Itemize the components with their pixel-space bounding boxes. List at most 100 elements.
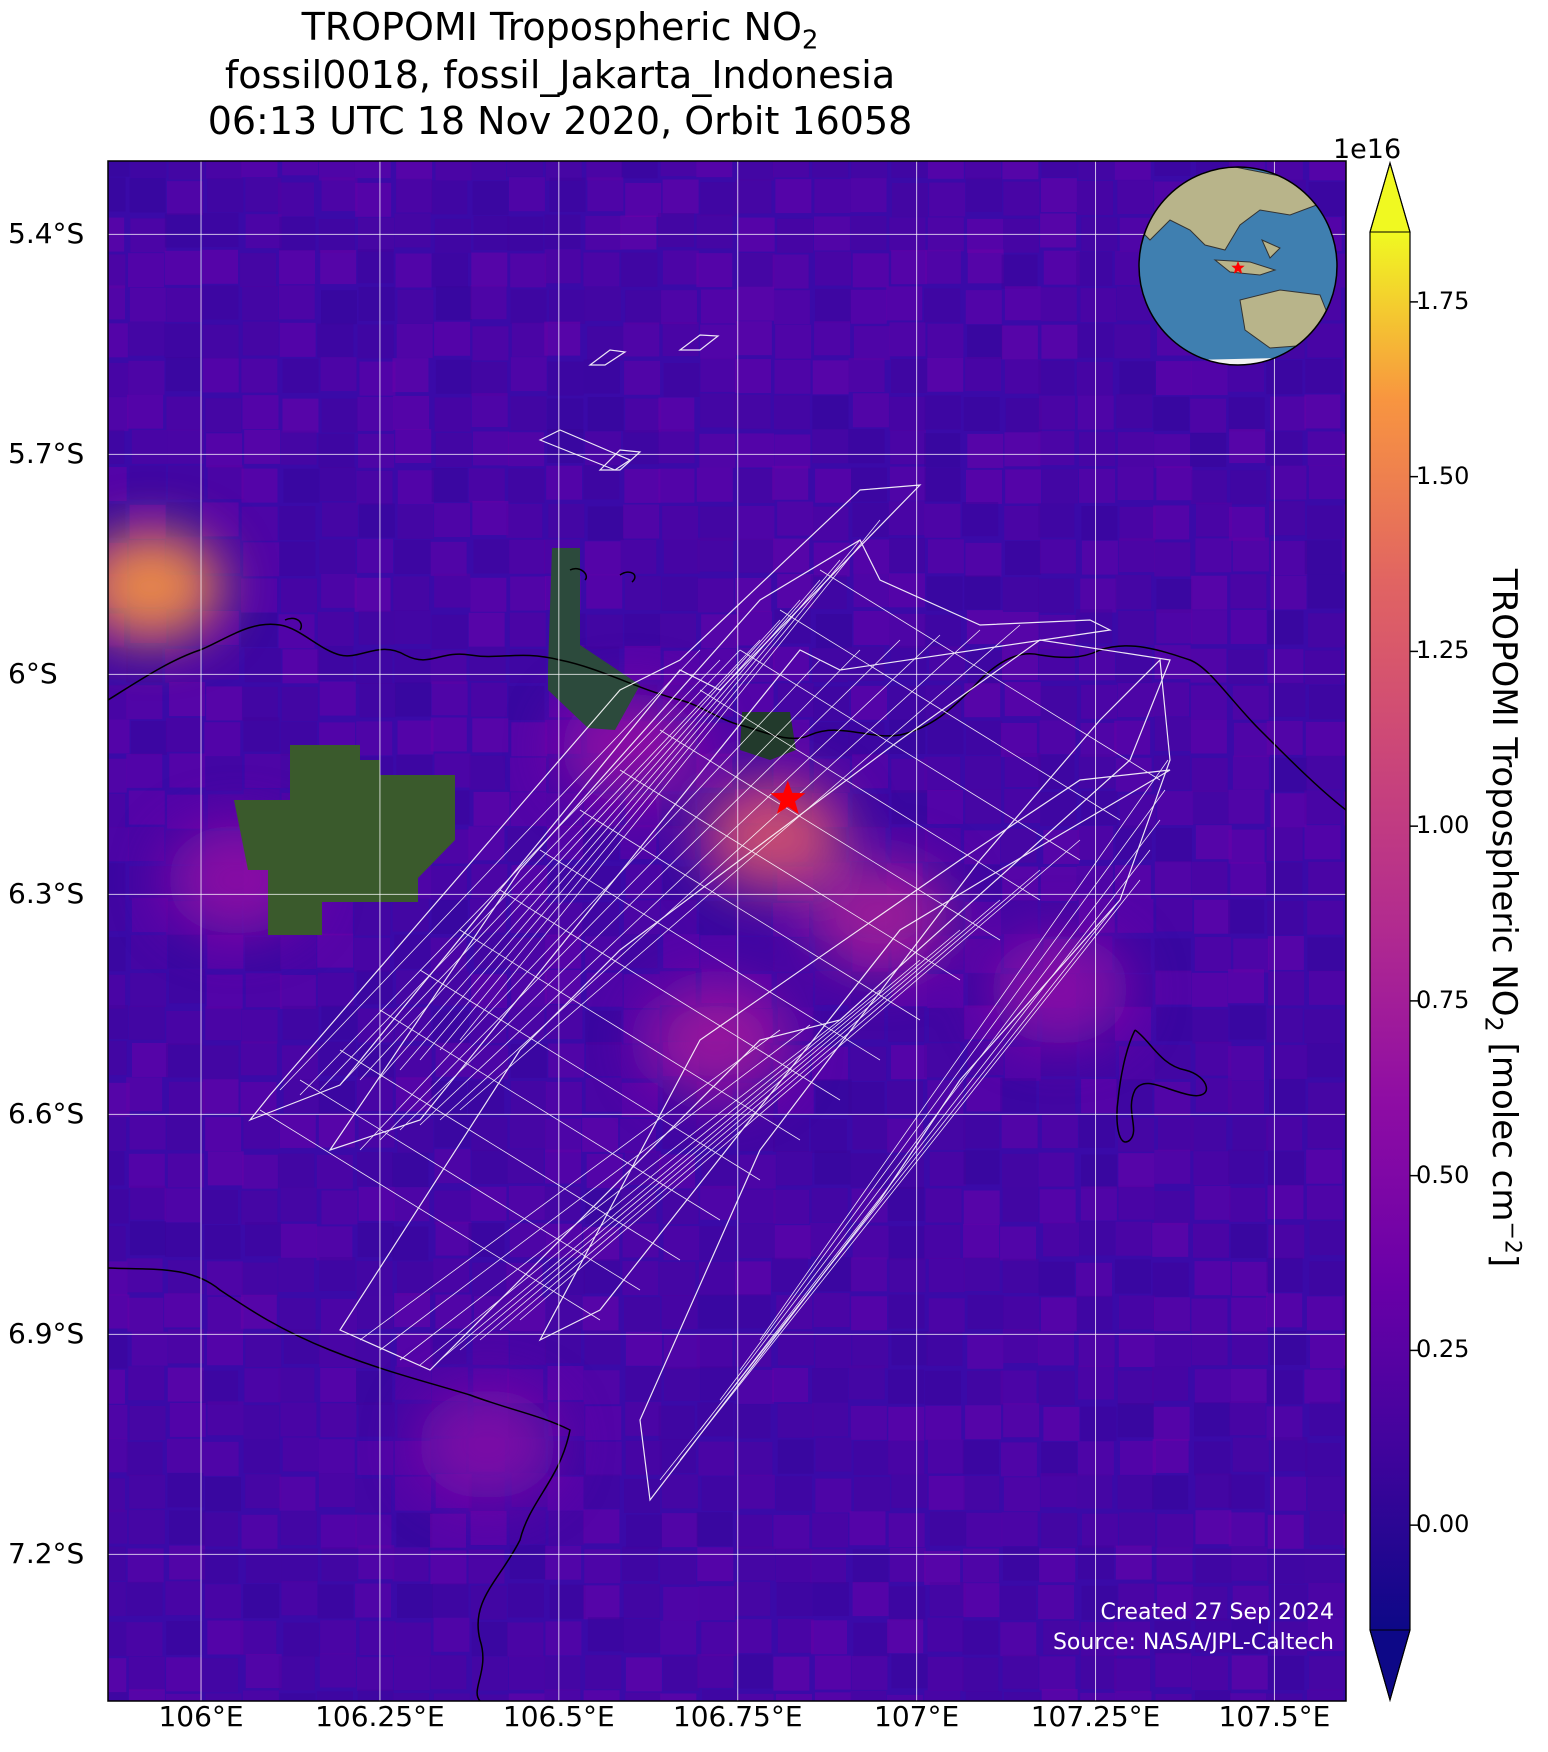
no2-pixel <box>108 1478 125 1513</box>
no2-pixel <box>1309 1334 1346 1369</box>
no2-pixel <box>1304 650 1341 685</box>
no2-pixel <box>432 971 469 1006</box>
no2-pixel <box>432 1010 469 1045</box>
no2-pixel <box>279 974 316 1009</box>
no2-pixel <box>318 1473 355 1508</box>
no2-pixel <box>775 324 812 359</box>
no2-pixel <box>1344 504 1346 539</box>
no2-pixel <box>1080 1655 1117 1690</box>
no2-pixel <box>965 161 1002 180</box>
no2-pixel <box>1304 1009 1341 1044</box>
no2-pixel <box>317 646 354 681</box>
no2-pixel <box>283 468 320 503</box>
no2-pixel <box>169 1545 206 1580</box>
no2-pixel <box>1266 1406 1303 1441</box>
no2-pixel <box>468 1549 505 1584</box>
no2-pixel <box>697 578 734 613</box>
credit-source: Source: NASA/JPL-Caltech <box>1052 1630 1334 1655</box>
no2-pixel <box>852 793 889 828</box>
no2-pixel <box>205 756 242 791</box>
no2-pixel <box>1080 578 1117 613</box>
no2-pixel <box>1041 161 1078 178</box>
no2-pixel <box>128 1153 165 1188</box>
no2-pixel <box>472 501 509 536</box>
no2-pixel <box>508 1693 545 1701</box>
no2-pixel <box>393 1187 430 1222</box>
no2-pixel <box>392 897 429 932</box>
no2-pixel <box>699 433 736 468</box>
no2-pixel <box>108 1692 128 1701</box>
no2-pixel <box>1344 1474 1346 1509</box>
no2-pixel <box>127 394 164 429</box>
no2-pixel <box>735 179 772 214</box>
no2-pixel <box>1191 1586 1228 1621</box>
no2-pixel <box>108 1621 127 1656</box>
no2-pixel <box>1309 685 1346 720</box>
no2-pixel <box>1229 1187 1266 1222</box>
no2-pixel <box>853 326 890 361</box>
no2-pixel <box>583 1509 620 1544</box>
no2-pixel <box>1228 1080 1265 1115</box>
no2-pixel <box>278 182 315 217</box>
no2-pixel <box>1004 753 1041 788</box>
no2-pixel <box>1155 1653 1192 1688</box>
no2-pixel <box>207 178 244 213</box>
no2-pixel <box>1117 1403 1154 1438</box>
no2-pixel <box>468 612 505 647</box>
no2-pixel <box>241 686 278 721</box>
no2-pixel <box>357 1295 394 1330</box>
no2-pixel <box>240 253 277 288</box>
no2-pixel <box>735 611 772 646</box>
no2-pixel <box>434 397 471 432</box>
no2-pixel <box>204 1477 241 1512</box>
no2-pixel <box>359 1621 396 1656</box>
no2-pixel <box>317 933 354 968</box>
no2-pixel <box>1268 1656 1305 1691</box>
no2-pixel <box>1344 288 1346 323</box>
no2-pixel <box>583 1474 620 1509</box>
no2-pixel <box>1154 861 1191 896</box>
target-star-icon[interactable] <box>770 780 806 814</box>
no2-pixel <box>245 973 282 1008</box>
no2-pixel <box>815 1692 852 1701</box>
no2-pixel <box>811 1620 848 1655</box>
no2-pixel <box>1005 469 1042 504</box>
no2-pixel <box>511 722 548 757</box>
no2-pixel <box>473 539 510 574</box>
no2-pixel <box>165 1693 202 1701</box>
no2-pixel <box>546 825 583 860</box>
no2-pixel <box>812 1513 849 1548</box>
no2-pixel <box>241 1009 278 1044</box>
no2-pixel <box>813 216 850 251</box>
longitude-tick-label: 107.25°E <box>1030 1700 1161 1733</box>
no2-pixel <box>1266 1293 1303 1328</box>
no2-pixel <box>1154 161 1191 176</box>
no2-pixel <box>321 502 358 537</box>
colorbar[interactable] <box>1369 160 1418 1703</box>
no2-pixel <box>396 1332 433 1367</box>
no2-pixel <box>1193 1151 1230 1186</box>
no2-pixel <box>967 1294 1004 1329</box>
no2-pixel <box>279 250 316 285</box>
no2-pixel <box>1307 937 1344 972</box>
no2-pixel <box>700 393 737 428</box>
no2-pixel <box>128 1689 165 1701</box>
no2-pixel <box>241 1262 278 1297</box>
no2-pixel <box>924 503 961 538</box>
no2-pixel <box>888 1406 925 1441</box>
no2-pixel <box>546 902 583 937</box>
no2-pixel <box>773 1189 810 1224</box>
no2-pixel <box>1231 1331 1268 1366</box>
no2-pixel <box>1114 161 1151 180</box>
no2-pixel <box>815 1437 852 1472</box>
no2-pixel <box>1118 1046 1155 1081</box>
no2-pixel <box>1271 757 1308 792</box>
no2-pixel <box>243 1405 280 1440</box>
no2-pixel <box>586 161 623 181</box>
no2-pixel <box>1269 1078 1306 1113</box>
no2-pixel <box>739 1546 776 1581</box>
no2-pixel <box>108 1041 127 1076</box>
no2-pixel <box>108 1226 126 1261</box>
no2-pixel <box>698 722 735 757</box>
